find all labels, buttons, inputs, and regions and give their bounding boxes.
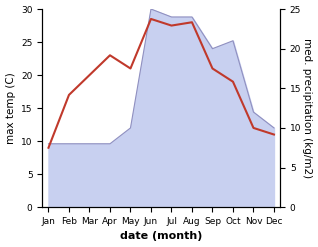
Y-axis label: med. precipitation (kg/m2): med. precipitation (kg/m2) — [302, 38, 313, 178]
Y-axis label: max temp (C): max temp (C) — [5, 72, 16, 144]
X-axis label: date (month): date (month) — [120, 231, 203, 242]
